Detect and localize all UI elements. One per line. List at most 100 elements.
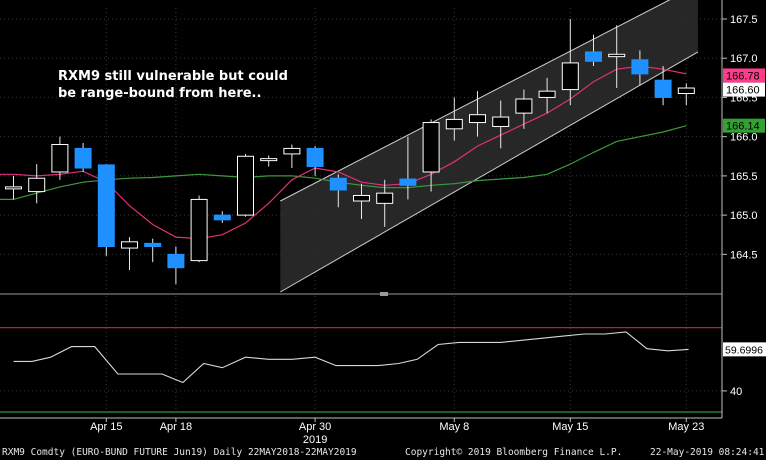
candle-body [121,241,138,249]
candle-body [538,90,556,98]
price-label-box [723,82,765,97]
candle-body [5,186,22,190]
y-tick-label: 165.0 [730,210,758,222]
trend-channel [280,0,699,293]
candle-body [585,51,602,62]
candle-body [353,195,370,202]
price-label-pink: 166.78 [723,68,765,83]
candle [260,155,278,167]
candle-body [422,122,440,173]
chart-annotation: RXM9 still vulnerable but could be range… [58,69,288,101]
candle-body [144,242,162,247]
price-label-box [723,68,765,83]
candle [608,25,626,89]
candles [5,18,695,285]
channel-fill [280,0,698,292]
price-label-white: 166.60 [723,82,765,97]
candle [283,144,301,169]
candle-body [608,53,626,58]
candle-body [399,178,417,186]
candle [121,237,138,271]
candle-body [445,118,463,130]
x-tick-label: May 23 [668,421,704,433]
candle-body [167,253,185,269]
candle-body [376,192,394,204]
channel-lower-line [280,51,699,293]
candle-body [631,59,649,75]
pane-handle [380,292,388,296]
candle [376,179,394,227]
axes: 164.5165.0165.5166.0166.5167.0167.540166… [0,0,766,446]
candle [144,238,162,263]
y-tick-label: 167.5 [730,14,758,26]
candle [399,136,417,200]
candle [445,97,463,141]
candle-body [469,114,486,124]
candle [167,246,185,285]
rsi-label-text: 59.6996 [725,344,763,356]
candle-body [515,98,533,114]
y-tick-label: 165.5 [730,171,758,183]
rsi-panel [0,327,722,413]
x-tick-label: Apr 15 [90,421,122,433]
candle-body [190,198,208,262]
x-tick-label: May 15 [552,421,588,433]
price-label-text: 166.60 [726,85,760,97]
candle [306,146,324,176]
candle [469,91,486,137]
candle [190,195,208,263]
candle [213,211,231,223]
footer-copyright: Copyright© 2019 Bloomberg Finance L.P. [405,447,623,458]
candle-body [654,79,672,98]
candle-body [492,116,510,127]
candle-body [329,177,347,191]
candle [5,175,22,200]
candle [51,136,69,180]
candle-body [28,177,46,193]
candle-body [260,158,278,162]
candle-body [213,214,231,221]
candle-body [51,144,69,173]
y-tick-label: 164.5 [730,249,758,261]
candle [97,164,115,256]
candle [422,119,440,192]
price-label-text: 166.78 [726,70,760,82]
y-tick-label: 167.0 [730,53,758,65]
channel-upper-line [280,0,671,202]
candle [28,164,46,204]
candle [492,100,510,149]
candle [74,142,92,172]
candle [237,153,254,217]
rsi-last-label: 59.6996 [723,342,766,357]
candle [538,77,556,114]
candle-body [283,147,301,155]
price-label-box [723,118,765,133]
candle [677,83,695,106]
candle-body [74,147,92,169]
rsi-line [13,331,689,384]
candle-body [677,87,695,95]
candle [654,66,672,106]
candle [631,50,649,86]
rsi-y-tick-label: 40 [730,386,742,398]
x-tick-label: Apr 30 [299,421,331,433]
candle [515,89,533,129]
price-label-green: 166.14 [723,118,765,133]
rsi-label-box [723,342,766,357]
candle-body [237,155,254,216]
footer-bar: RXM9 Comdty (EURO-BUND FUTURE Jun19) Dai… [0,446,766,460]
candle [585,34,602,67]
candle [353,183,370,220]
y-tick-label: 166.0 [730,132,758,144]
price-label-text: 166.14 [726,121,760,133]
x-tick-label: May 8 [439,421,469,433]
x-tick-label: Apr 18 [160,421,192,433]
candle-body [306,147,324,167]
footer-timestamp: 22-May-2019 08:24:41 [650,447,765,458]
candle [561,18,579,106]
footer-security: RXM9 Comdty (EURO-BUND FUTURE Jun19) Dai… [2,447,357,458]
candle-body [561,62,579,91]
candle [329,174,347,208]
candle-body [97,164,115,247]
x-year-label: 2019 [303,434,327,446]
